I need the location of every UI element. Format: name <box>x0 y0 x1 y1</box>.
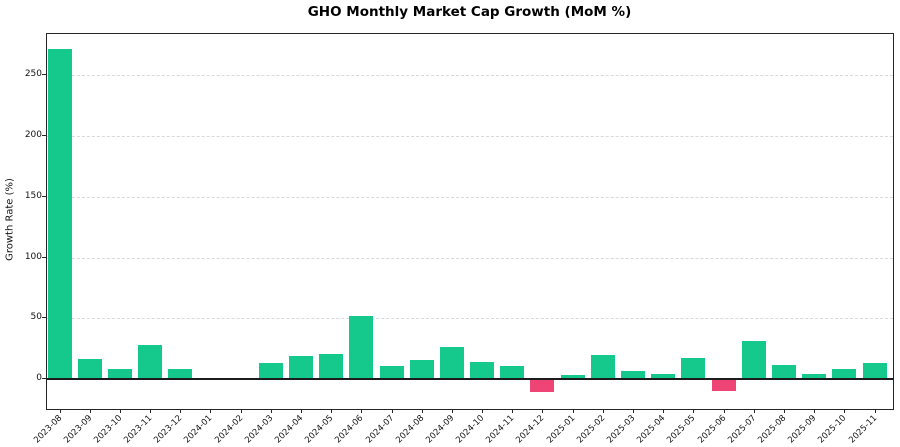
x-tick-mark <box>451 409 453 413</box>
y-tick-mark <box>42 195 46 197</box>
bar-2024-04 <box>288 356 313 380</box>
x-tick-mark <box>633 409 635 413</box>
bar-2024-08 <box>409 359 434 380</box>
x-tick-mark <box>89 409 91 413</box>
x-tick-mark <box>59 409 61 413</box>
bar-2024-09 <box>439 347 464 380</box>
x-tick-mark <box>844 409 846 413</box>
bar-2025-01 <box>560 375 585 380</box>
bar-2025-03 <box>621 371 646 380</box>
bar-2023-10 <box>107 369 132 380</box>
bar-2025-09 <box>802 373 827 380</box>
x-tick-mark <box>421 409 423 413</box>
x-tick-mark <box>482 409 484 413</box>
x-tick-mark <box>150 409 152 413</box>
x-tick-mark <box>874 409 876 413</box>
y-tick-label: 50 <box>30 312 42 323</box>
bar-2025-07 <box>741 340 766 380</box>
bar-2025-05 <box>681 358 706 380</box>
y-tick-label: 0 <box>36 373 42 384</box>
zero-line <box>47 378 893 381</box>
bar-2023-09 <box>77 358 102 380</box>
x-tick-mark <box>180 409 182 413</box>
y-tick-mark <box>42 134 46 136</box>
y-tick-mark <box>42 256 46 258</box>
x-tick-mark <box>512 409 514 413</box>
x-tick-mark <box>270 409 272 413</box>
gridline-250 <box>47 74 893 76</box>
x-tick-mark <box>602 409 604 413</box>
x-tick-mark <box>119 409 121 413</box>
x-tick-label-2023-08: 2023-08 <box>31 413 64 446</box>
bar-2024-03 <box>258 363 283 380</box>
x-tick-mark <box>391 409 393 413</box>
bar-2024-06 <box>349 316 374 380</box>
y-tick-label: 200 <box>24 129 42 140</box>
bar-2023-11 <box>138 344 163 380</box>
x-tick-mark <box>331 409 333 413</box>
y-tick-label: 150 <box>24 190 42 201</box>
x-tick-mark <box>210 409 212 413</box>
gridline-200 <box>47 135 893 137</box>
x-tick-mark <box>723 409 725 413</box>
x-tick-mark <box>300 409 302 413</box>
bar-2024-12 <box>530 379 555 393</box>
x-tick-mark <box>663 409 665 413</box>
bar-2025-08 <box>771 365 796 380</box>
y-tick-label: 100 <box>24 251 42 262</box>
x-tick-mark <box>361 409 363 413</box>
bar-2023-12 <box>168 368 193 380</box>
bar-2024-11 <box>500 365 525 380</box>
bar-2025-02 <box>590 355 615 380</box>
bar-2024-05 <box>319 353 344 380</box>
gridline-150 <box>47 196 893 198</box>
bar-2024-10 <box>470 362 495 380</box>
x-tick-mark <box>572 409 574 413</box>
x-tick-mark <box>814 409 816 413</box>
x-tick-mark <box>240 409 242 413</box>
bar-2023-08 <box>47 48 72 380</box>
x-tick-mark <box>783 409 785 413</box>
chart-title: GHO Monthly Market Cap Growth (MoM %) <box>307 4 632 20</box>
gridline-50 <box>47 318 893 320</box>
y-tick-mark <box>42 378 46 380</box>
x-tick-mark <box>542 409 544 413</box>
bar-2025-06 <box>711 379 736 392</box>
y-tick-label: 250 <box>24 68 42 79</box>
bar-2025-04 <box>651 374 676 380</box>
y-tick-mark <box>42 317 46 319</box>
y-tick-mark <box>42 73 46 75</box>
x-tick-mark <box>693 409 695 413</box>
gridline-100 <box>47 257 893 259</box>
bar-2025-11 <box>862 363 887 380</box>
bar-2025-10 <box>832 369 857 380</box>
x-tick-mark <box>753 409 755 413</box>
bar-2024-07 <box>379 365 404 380</box>
plot-area <box>46 33 894 410</box>
y-axis-label: Growth Rate (%) <box>4 178 16 261</box>
